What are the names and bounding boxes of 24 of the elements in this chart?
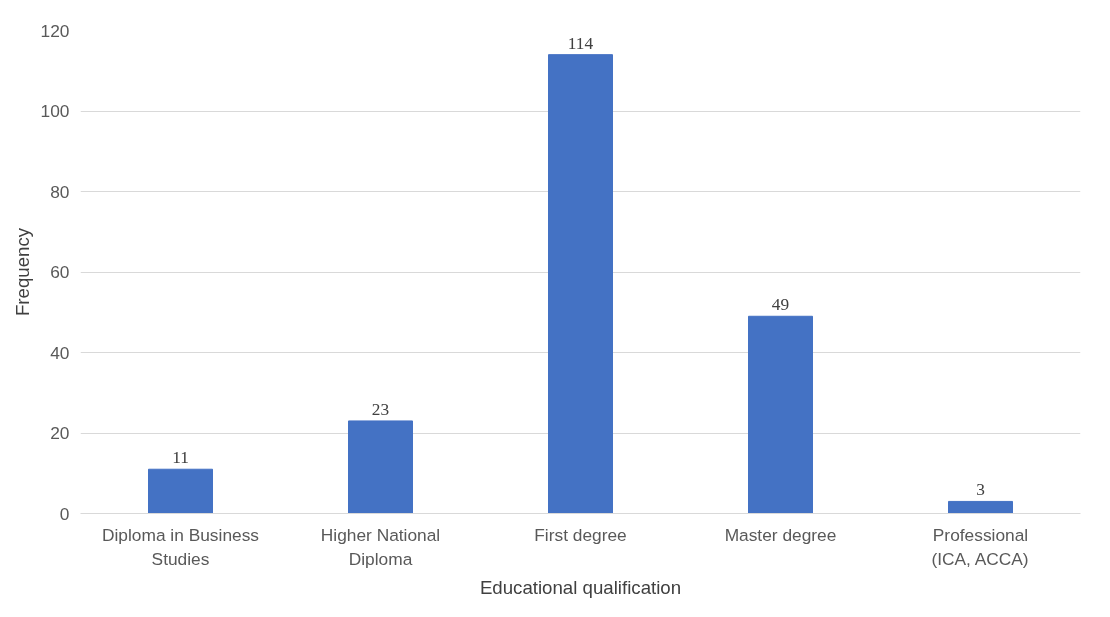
y-tick-label: 80: [50, 181, 70, 202]
y-tick-label: 60: [50, 262, 70, 282]
bar: [948, 500, 1013, 514]
x-tick-label: Master degree: [724, 524, 837, 545]
bar: [148, 468, 213, 514]
data-label: 11: [172, 448, 189, 468]
x-axis-title: Educational qualification: [479, 576, 682, 598]
x-tick-label: First degree: [534, 524, 627, 545]
y-tick-label: 100: [40, 101, 70, 121]
y-axis-title: Frequency: [11, 227, 33, 317]
y-tick-label: 0: [59, 503, 70, 524]
data-label: 49: [771, 295, 790, 315]
bar: [748, 315, 813, 514]
y-tick-label: 40: [50, 342, 70, 363]
bar: [348, 420, 413, 514]
data-label: 3: [976, 480, 985, 500]
x-tick-label: Higher National Diploma: [320, 524, 441, 569]
data-label: 23: [371, 399, 390, 419]
y-tick-label: 20: [50, 423, 70, 443]
x-tick-label: Diploma in Business Studies: [102, 524, 260, 569]
y-tick-label: 120: [40, 20, 70, 41]
data-label: 114: [567, 33, 594, 53]
bar: [548, 54, 613, 514]
x-tick-label: Professional (ICA, ACCA): [931, 524, 1029, 569]
